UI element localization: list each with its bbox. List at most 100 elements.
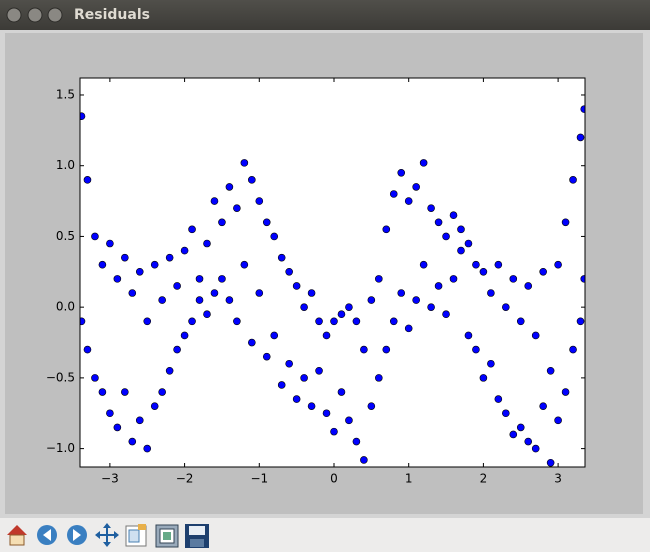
point [360, 345, 368, 354]
point [80, 317, 86, 326]
point [576, 317, 585, 326]
point [165, 367, 174, 375]
point [180, 246, 189, 255]
point [337, 388, 346, 396]
point [427, 204, 435, 212]
point [404, 324, 413, 333]
close-button[interactable] [6, 7, 22, 23]
point [389, 190, 398, 198]
point [143, 444, 152, 453]
y-tick-label: 1.5 [56, 87, 75, 101]
back-button[interactable] [37, 525, 57, 545]
point [292, 395, 301, 403]
point [442, 310, 450, 319]
point [419, 260, 428, 269]
point [412, 183, 420, 191]
point [80, 112, 86, 120]
pan-button[interactable] [95, 523, 119, 547]
point [91, 374, 99, 382]
point [225, 183, 234, 191]
point [479, 374, 488, 382]
point [345, 416, 353, 425]
point [449, 275, 458, 283]
point [307, 402, 316, 410]
point [135, 416, 144, 425]
minimize-button[interactable] [27, 7, 43, 23]
point [210, 289, 219, 297]
title-bar [0, 0, 650, 30]
point [270, 232, 279, 241]
point [502, 409, 510, 418]
point [569, 176, 577, 184]
y-tick-label: −0.5 [46, 370, 75, 384]
point [277, 253, 286, 262]
point [561, 218, 570, 227]
point [158, 296, 166, 304]
point [330, 427, 338, 436]
axes: −3 −2 −1 0 1 2 3 −1.0 −0.5 0.0 0.5 1.0 1.5 [46, 78, 585, 486]
point [434, 282, 443, 290]
x-tick-label: 1 [405, 472, 413, 486]
plot-area [80, 78, 585, 467]
point [285, 267, 293, 276]
point [509, 275, 518, 283]
point [360, 456, 368, 464]
y-tick-label: 1.0 [56, 158, 75, 172]
point [509, 430, 518, 439]
point [91, 232, 99, 241]
point [121, 253, 129, 262]
point [464, 239, 473, 248]
window-title: Residuals [74, 7, 150, 23]
save-button[interactable] [185, 524, 209, 548]
point [218, 275, 226, 283]
point [173, 345, 181, 354]
point [330, 317, 338, 326]
point [277, 381, 286, 389]
point [203, 239, 211, 248]
point [106, 239, 114, 248]
y-tick-label: 0.5 [56, 229, 75, 243]
point [135, 267, 144, 276]
point [248, 338, 256, 347]
point [285, 359, 293, 368]
point [502, 303, 510, 311]
point [531, 331, 540, 340]
point [188, 317, 196, 326]
point [449, 211, 458, 220]
point [382, 345, 391, 354]
point [300, 374, 308, 382]
point [531, 444, 540, 453]
point [516, 317, 525, 326]
point [143, 317, 152, 326]
x-tick-label: −1 [250, 472, 268, 486]
point [210, 197, 219, 205]
point [569, 345, 577, 354]
point [322, 331, 331, 340]
point [404, 197, 413, 205]
x-tick-label: 2 [480, 472, 488, 486]
forward-button[interactable] [67, 525, 87, 545]
point [580, 105, 585, 113]
subplots-button[interactable] [155, 524, 179, 548]
x-tick-label: −3 [101, 472, 119, 486]
point [173, 282, 181, 290]
point [389, 317, 398, 326]
point [546, 367, 555, 375]
point [195, 275, 204, 283]
point [345, 303, 353, 311]
point [487, 289, 495, 297]
maximize-button[interactable] [47, 7, 63, 23]
point [248, 176, 256, 184]
home-button[interactable] [5, 523, 29, 547]
point [397, 168, 406, 177]
point [442, 232, 450, 241]
zoom-button[interactable] [125, 524, 147, 547]
point [352, 437, 361, 446]
point [554, 416, 562, 425]
point [255, 289, 264, 297]
point [322, 409, 331, 418]
point [292, 282, 301, 290]
point [113, 275, 122, 283]
point [106, 409, 114, 418]
